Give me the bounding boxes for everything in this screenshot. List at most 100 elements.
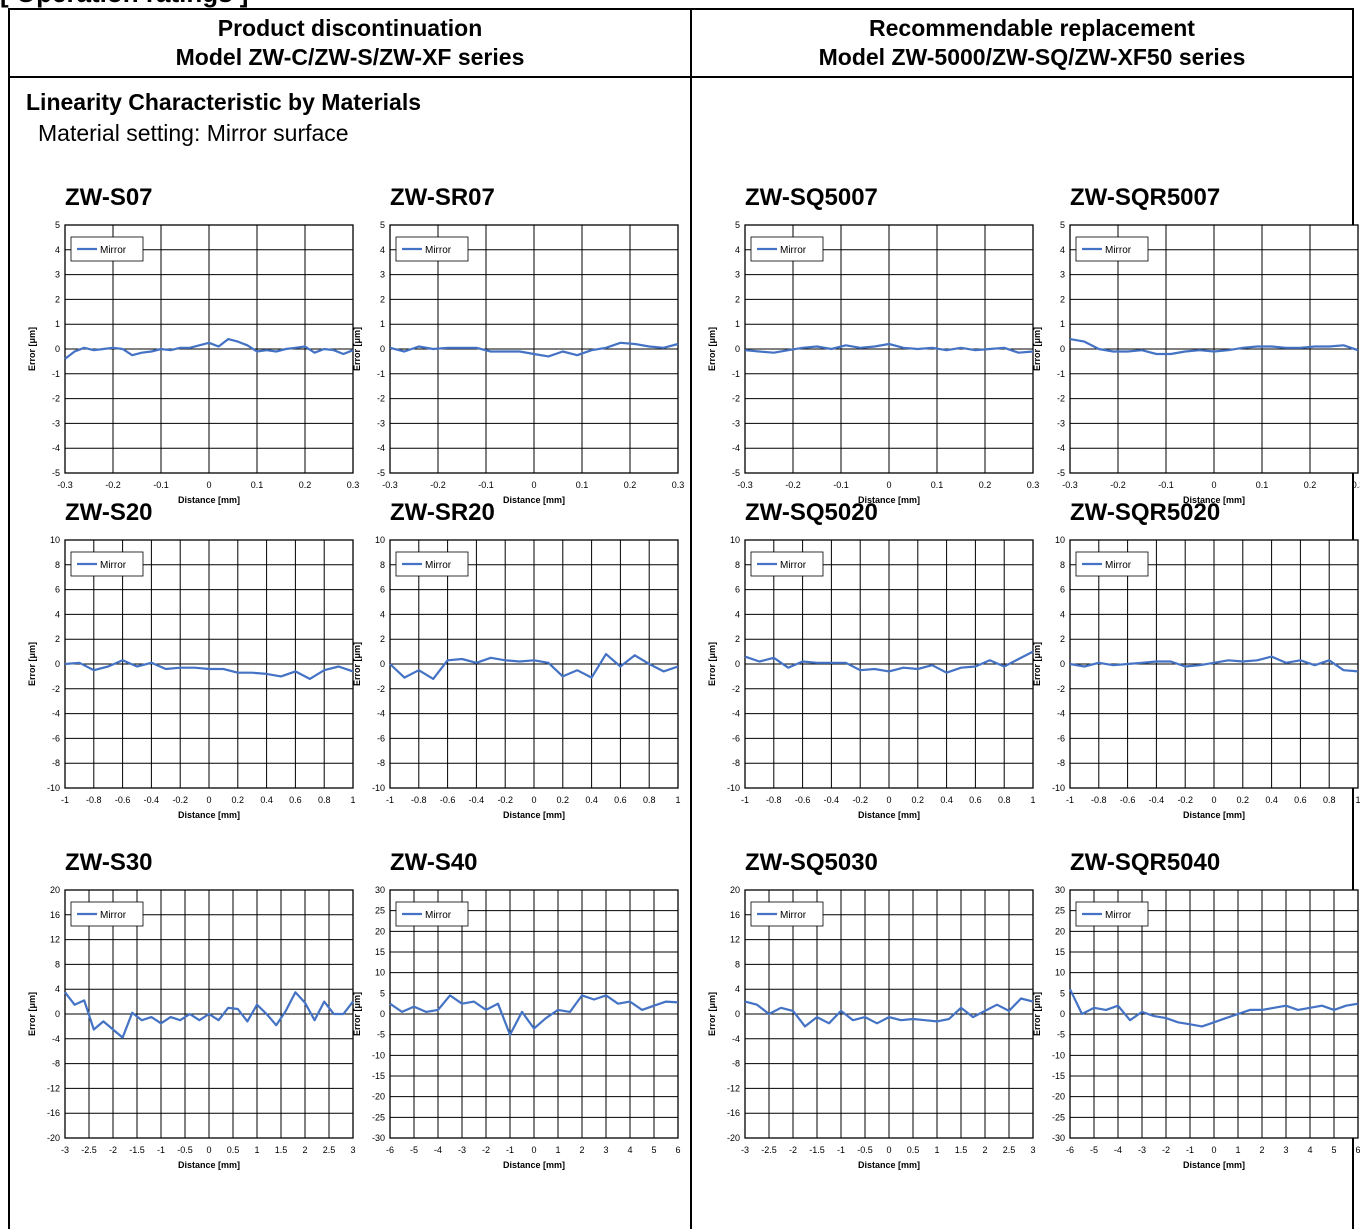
y-tick-label: 4 [735,609,740,619]
y-tick-label: 12 [50,935,60,945]
x-tick-label: 0.8 [998,795,1011,805]
x-tick-label: 1.5 [275,1145,288,1155]
y-tick-label: -20 [372,1092,385,1102]
y-tick-label: 4 [1060,609,1065,619]
y-tick-label: 5 [735,220,740,230]
x-tick-label: 0 [886,795,891,805]
x-tick-label: -0.3 [382,480,398,490]
y-tick-label: 2 [1060,634,1065,644]
x-tick-label: -1 [386,795,394,805]
y-tick-label: -5 [1057,468,1065,478]
y-tick-label: 6 [1060,585,1065,595]
legend: Mirror [750,901,824,927]
y-tick-label: 0 [55,1009,60,1019]
x-tick-label: -0.6 [440,795,456,805]
x-tick-label: 0.2 [1304,480,1317,490]
left-header-line-2: Model ZW-C/ZW-S/ZW-XF series [175,44,525,70]
y-tick-label: 16 [730,910,740,920]
y-tick-label: 5 [1060,988,1065,998]
series-line-mirror [744,342,1034,354]
chart-title: ZW-SQR5020 [1070,499,1220,526]
y-tick-label: 25 [1055,906,1065,916]
y-tick-label: 0 [1060,1009,1065,1019]
x-tick-label: 0.2 [299,480,312,490]
legend-label: Mirror [100,560,127,571]
x-tick-label: 4 [627,1145,632,1155]
y-tick-label: -8 [732,1059,740,1069]
legend-label: Mirror [780,245,807,256]
y-tick-label: 2 [55,294,60,304]
y-tick-label: 0 [55,344,60,354]
x-axis-label: Distance [mm] [178,810,240,820]
x-tick-label: 1 [1235,1145,1240,1155]
x-tick-label: -0.8 [766,795,782,805]
x-tick-label: 0.4 [1265,795,1278,805]
y-tick-label: -4 [377,709,385,719]
legend-label: Mirror [1105,910,1132,921]
x-tick-label: -1 [837,1145,845,1155]
y-tick-label: 8 [380,560,385,570]
x-tick-label: -0.3 [1062,480,1078,490]
y-tick-label: -8 [377,758,385,768]
chart-title: ZW-SQR5040 [1070,849,1220,876]
x-tick-label: -1.5 [809,1145,825,1155]
y-tick-label: 10 [375,535,385,545]
x-tick-label: 3 [1283,1145,1288,1155]
x-tick-label: -5 [1090,1145,1098,1155]
x-tick-label: 5 [651,1145,656,1155]
legend: Mirror [395,901,469,927]
y-tick-label: 4 [735,245,740,255]
column-divider [690,8,692,1229]
y-tick-label: -12 [727,1083,740,1093]
y-tick-label: -25 [1052,1112,1065,1122]
y-axis-label: Error [μm] [352,327,362,371]
x-tick-label: 4 [1307,1145,1312,1155]
y-tick-label: -5 [52,468,60,478]
x-tick-label: 0.2 [232,795,245,805]
material-setting-text: Material setting: Mirror surface [38,120,349,146]
x-axis-label: Distance [mm] [1183,495,1245,505]
y-tick-label: -2 [732,394,740,404]
y-tick-label: 12 [730,935,740,945]
y-axis-label: Error [μm] [707,327,717,371]
y-axis-label: Error [μm] [707,642,717,686]
x-tick-label: 0.2 [912,795,925,805]
series-line-mirror [1069,988,1359,1028]
x-tick-label: 2 [579,1145,584,1155]
series-line-mirror [744,650,1034,674]
x-tick-label: -1 [741,795,749,805]
x-axis-label: Distance [mm] [858,810,920,820]
series-line-mirror [389,341,679,358]
y-tick-label: 2 [735,294,740,304]
y-tick-label: -15 [372,1071,385,1081]
x-tick-label: 0.8 [318,795,331,805]
x-tick-label: -2.5 [761,1145,777,1155]
x-tick-label: 0 [886,480,891,490]
x-tick-label: -6 [1066,1145,1074,1155]
x-tick-label: 0.6 [289,795,302,805]
x-tick-label: 0 [1211,795,1216,805]
y-tick-label: -6 [1057,733,1065,743]
x-tick-label: -1 [157,1145,165,1155]
x-tick-label: 0 [206,795,211,805]
y-tick-label: 0 [1060,344,1065,354]
y-tick-label: 0 [735,344,740,354]
y-tick-label: 20 [50,885,60,895]
y-tick-label: -5 [732,468,740,478]
y-tick-label: -1 [377,369,385,379]
x-tick-label: 1 [1355,795,1360,805]
x-tick-label: -1 [1066,795,1074,805]
series-line-mirror [744,997,1034,1028]
y-axis-label: Error [μm] [352,642,362,686]
y-tick-label: 0 [1060,659,1065,669]
y-tick-label: 10 [730,535,740,545]
x-tick-label: -0.5 [177,1145,193,1155]
x-tick-label: -2 [482,1145,490,1155]
x-tick-label: 2 [982,1145,987,1155]
y-tick-label: 5 [55,220,60,230]
x-tick-label: 0 [1211,1145,1216,1155]
y-tick-label: 4 [1060,245,1065,255]
y-tick-label: 3 [1060,270,1065,280]
x-axis-label: Distance [mm] [503,495,565,505]
x-axis-label: Distance [mm] [1183,1160,1245,1170]
